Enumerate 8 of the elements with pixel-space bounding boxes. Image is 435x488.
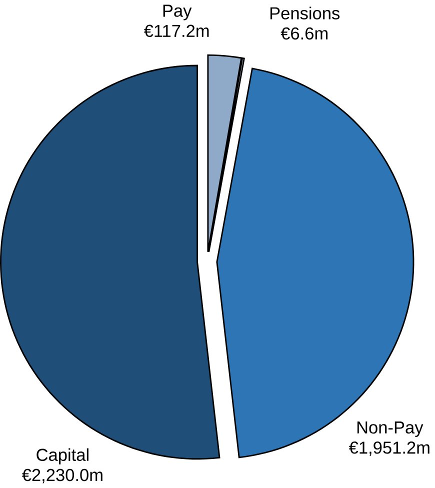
slice-label: Pay bbox=[163, 4, 192, 20]
slice-label: Pensions bbox=[270, 6, 340, 20]
data-label: €117.2m bbox=[144, 24, 209, 38]
data-label: €1,951.2m bbox=[348, 442, 430, 456]
slice-label: Non-Pay bbox=[357, 422, 424, 438]
data-label: €2,230.0m bbox=[22, 468, 102, 484]
slice-label: Capital bbox=[36, 448, 88, 464]
data-label: €6.6m bbox=[280, 27, 328, 40]
